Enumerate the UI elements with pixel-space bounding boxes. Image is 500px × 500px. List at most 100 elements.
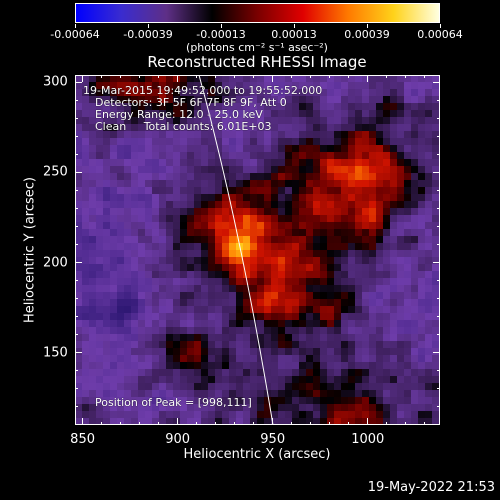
heatmap-cell [159, 250, 167, 258]
heatmap-cell [376, 397, 384, 405]
colorbar-gradient [76, 4, 439, 22]
heatmap-cell [376, 250, 384, 258]
heatmap-cell [96, 383, 104, 391]
heatmap-cell [243, 341, 251, 349]
x-minor-tick [234, 422, 236, 425]
heatmap-cell [243, 131, 251, 139]
heatmap-cell [376, 404, 384, 412]
heatmap-cell [439, 418, 440, 425]
heatmap-cell [152, 110, 160, 118]
heatmap-cell [96, 110, 104, 118]
heatmap-cell [103, 306, 111, 314]
heatmap-cell [229, 250, 237, 258]
y-minor-tick [437, 262, 440, 264]
heatmap-cell [271, 96, 279, 104]
heatmap-cell [299, 82, 307, 90]
heatmap-cell [152, 152, 160, 160]
heatmap-cell [418, 257, 426, 265]
heatmap-cell [229, 383, 237, 391]
heatmap-cell [355, 124, 363, 132]
heatmap-cell [208, 285, 216, 293]
heatmap-cell [201, 131, 209, 139]
y-tick [433, 352, 440, 354]
heatmap-cell [208, 145, 216, 153]
heatmap-cell [194, 145, 202, 153]
heatmap-cell [222, 124, 230, 132]
heatmap-cell [187, 166, 195, 174]
heatmap-cell [411, 383, 419, 391]
heatmap-cell [131, 369, 139, 377]
heatmap-cell [355, 334, 363, 342]
heatmap-cell [138, 110, 146, 118]
image-area[interactable]: 19-Mar-2015 19:49:52.000 to 19:55:52.000… [75, 75, 440, 425]
heatmap-cell [341, 278, 349, 286]
heatmap-cell [152, 418, 160, 425]
heatmap-cell [110, 327, 118, 335]
heatmap-cell [243, 173, 251, 181]
heatmap-cell [194, 397, 202, 405]
heatmap-cell [348, 390, 356, 398]
heatmap-cell [383, 362, 391, 370]
heatmap-cell [348, 222, 356, 230]
heatmap-cell [145, 271, 153, 279]
heatmap-cell [264, 187, 272, 195]
heatmap-cell [145, 96, 153, 104]
heatmap-cell [173, 236, 181, 244]
heatmap-cell [180, 257, 188, 265]
heatmap-cell [173, 250, 181, 258]
y-minor-tick [75, 370, 78, 372]
heatmap-cell [327, 96, 335, 104]
heatmap-cell [418, 194, 426, 202]
heatmap-cell [145, 285, 153, 293]
heatmap-cell [103, 194, 111, 202]
heatmap-cell [250, 299, 258, 307]
heatmap-cell [264, 173, 272, 181]
heatmap-cell [355, 383, 363, 391]
heatmap-cell [215, 362, 223, 370]
x-minor-tick [367, 422, 369, 425]
heatmap-cell [173, 194, 181, 202]
heatmap-cell [439, 138, 440, 146]
heatmap-cell [173, 292, 181, 300]
heatmap-cell [397, 229, 405, 237]
heatmap-cell [152, 89, 160, 97]
heatmap-cell [243, 362, 251, 370]
heatmap-cell [299, 362, 307, 370]
heatmap-cell [264, 124, 272, 132]
heatmap-cell [89, 82, 97, 90]
heatmap-cell [124, 89, 132, 97]
heatmap-cell [215, 124, 223, 132]
heatmap-cell [292, 173, 300, 181]
heatmap-cell [376, 229, 384, 237]
heatmap-cell [201, 327, 209, 335]
heatmap-cell [285, 236, 293, 244]
heatmap-cell [418, 131, 426, 139]
heatmap-cell [313, 110, 321, 118]
heatmap-cell [257, 166, 265, 174]
heatmap-cell [306, 369, 314, 377]
heatmap-cell [334, 285, 342, 293]
heatmap-cell [243, 201, 251, 209]
heatmap-cell [215, 369, 223, 377]
heatmap-cell [250, 145, 258, 153]
heatmap-cell [103, 180, 111, 188]
heatmap-cell [257, 75, 265, 83]
x-minor-tick [253, 75, 255, 78]
heatmap-cell [425, 124, 433, 132]
heatmap-cell [278, 222, 286, 230]
heatmap-cell [250, 138, 258, 146]
heatmap-cell [229, 159, 237, 167]
heatmap-cell [369, 96, 377, 104]
heatmap-cell [89, 355, 97, 363]
heatmap-cell [173, 390, 181, 398]
heatmap-cell [376, 89, 384, 97]
heatmap-cell [222, 138, 230, 146]
heatmap-cell [404, 201, 412, 209]
heatmap-cell [208, 131, 216, 139]
heatmap-cell [355, 82, 363, 90]
heatmap-cell [89, 299, 97, 307]
heatmap-cell [404, 138, 412, 146]
heatmap-cell [222, 89, 230, 97]
heatmap-cell [334, 229, 342, 237]
heatmap-cell [180, 173, 188, 181]
